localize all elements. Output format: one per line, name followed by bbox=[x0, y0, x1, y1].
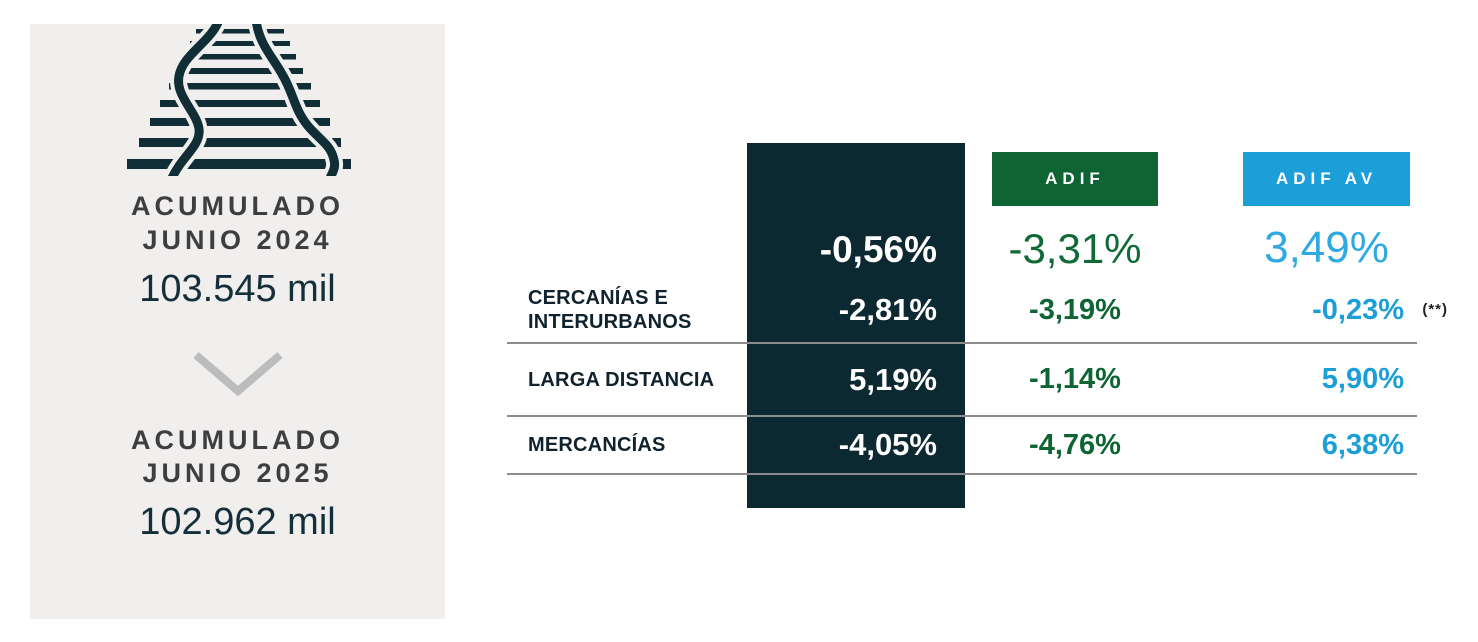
row-adif-av-value: 6,38% bbox=[1243, 417, 1404, 473]
period-value-2025: 102.962 mil bbox=[139, 501, 336, 543]
row-total-value: -2,81% bbox=[838, 292, 937, 327]
row-label: CERCANÍAS E INTERURBANOS bbox=[528, 287, 692, 333]
period-title-2025: ACUMULADO JUNIO 2025 bbox=[30, 424, 445, 492]
row-adif-av-value-text: 6,38% bbox=[1321, 428, 1404, 461]
row-adif-av-value: 5,90% bbox=[1243, 344, 1404, 415]
period-title-2025-line1: ACUMULADO bbox=[131, 424, 344, 455]
summary-adif-av-value: 3,49% bbox=[1264, 223, 1389, 272]
total-column-background bbox=[747, 143, 965, 508]
period-title-2025-line2: JUNIO 2025 bbox=[142, 458, 333, 489]
row-label: LARGA DISTANCIA bbox=[528, 368, 715, 391]
chevron-down-icon bbox=[30, 349, 445, 402]
period-title-2024-line2: JUNIO 2024 bbox=[142, 224, 333, 255]
summary-adif-value: -3,31% bbox=[1008, 225, 1142, 272]
period-value-2024: 103.545 mil bbox=[139, 267, 336, 310]
accumulated-summary-panel: ACUMULADO JUNIO 2024 103.545 mil ACUMULA… bbox=[30, 24, 445, 619]
period-title-2024: ACUMULADO JUNIO 2024 bbox=[30, 190, 445, 258]
adif-av-column-header-label: ADIF AV bbox=[1275, 169, 1378, 188]
row-adif-value: -1,14% bbox=[1029, 363, 1121, 395]
table-row-larga-distancia: LARGA DISTANCIA 5,19% -1,14% 5,90% bbox=[507, 344, 1417, 417]
summary-total-value: -0,56% bbox=[819, 229, 937, 270]
row-adif-av-value: -0,23% (**) bbox=[1243, 278, 1447, 342]
row-label: MERCANCÍAS bbox=[528, 434, 666, 456]
period-title-2024-line1: ACUMULADO bbox=[131, 191, 344, 221]
adif-column-header-label: ADIF bbox=[1045, 169, 1105, 188]
row-adif-value: -3,19% bbox=[1029, 293, 1121, 326]
row-adif-av-value-text: -0,23% bbox=[1312, 293, 1404, 326]
row-adif-av-value-text: 5,90% bbox=[1321, 363, 1404, 395]
table-row-mercancias: MERCANCÍAS -4,05% -4,76% 6,38% bbox=[507, 417, 1417, 475]
row-total-value: 5,19% bbox=[849, 361, 937, 397]
table-row-cercanias: CERCANÍAS E INTERURBANOS -2,81% -3,19% -… bbox=[507, 278, 1447, 344]
adif-av-column-header: ADIF AV bbox=[1243, 152, 1410, 206]
summary-row: -0,56% -3,31% 3,49% bbox=[0, 212, 1478, 270]
footnote-marker: (**) bbox=[1422, 300, 1448, 318]
row-total-value: -4,05% bbox=[838, 427, 937, 462]
row-adif-value: -4,76% bbox=[1029, 428, 1121, 461]
railway-track-icon bbox=[126, 24, 351, 176]
adif-column-header: ADIF bbox=[992, 152, 1158, 206]
